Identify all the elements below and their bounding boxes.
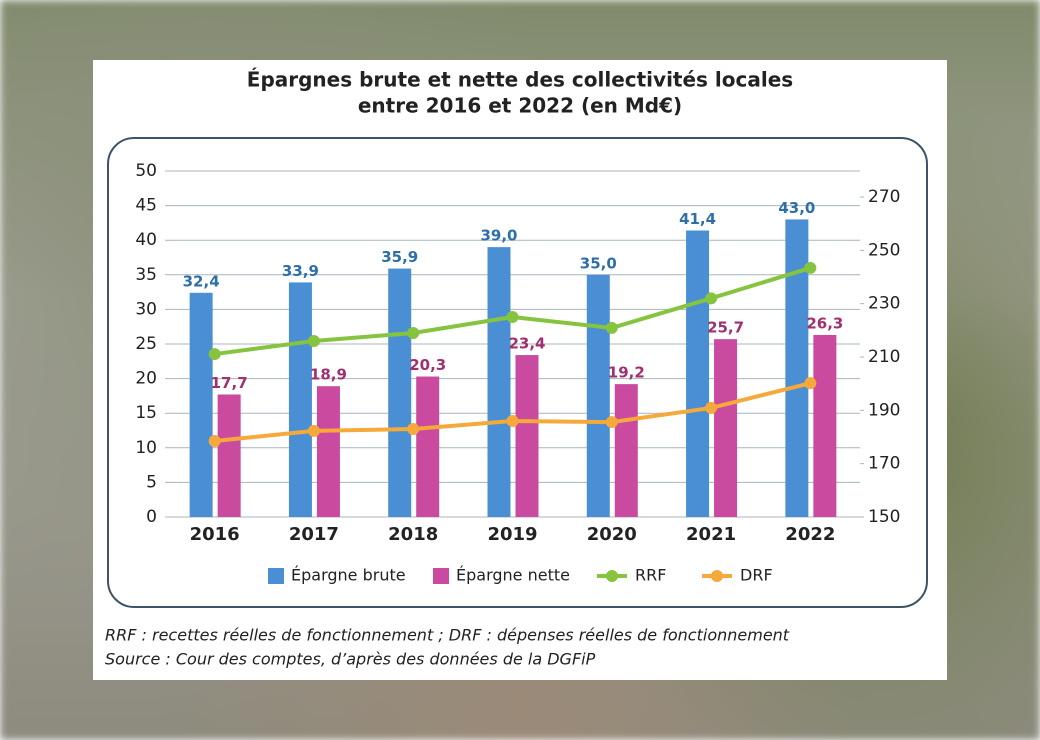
value-label: 39,0 [480,227,517,245]
value-label: 32,4 [183,272,220,290]
point [804,377,817,390]
y-tick-label: 10 [135,438,157,458]
y2-tick-label: 270 [868,187,900,207]
legend-swatch [711,570,723,582]
x-tick-label: 2020 [587,524,637,545]
x-tick-label: 2019 [487,524,537,545]
value-label: 20,3 [409,356,446,374]
bar [189,292,213,517]
bar [487,247,511,517]
y-tick-label: 20 [135,369,157,389]
point [605,321,618,334]
point [407,327,420,339]
legend-swatch [606,570,618,582]
y-tick-label: 0 [146,507,157,527]
y-tick-label: 35 [135,265,157,285]
bar [813,335,837,517]
bar [714,339,738,517]
value-label: 33,9 [282,262,319,280]
x-tick-label: 2016 [190,524,240,545]
y-tick-label: 40 [135,230,157,250]
chart-title: entre 2016 et 2022 (en Md€) [358,94,682,118]
bar [586,274,610,517]
x-tick-label: 2018 [388,524,438,545]
x-tick-label: 2017 [289,524,339,545]
value-label: 18,9 [310,366,347,384]
value-label: 26,3 [806,315,843,333]
legend-swatch [268,568,284,584]
y-tick-label: 5 [146,472,157,492]
y-tick-label: 30 [135,299,157,319]
y2-tick-label: 210 [868,347,900,367]
bar [217,394,241,517]
value-label: 19,2 [608,364,645,382]
bar [686,230,710,517]
legend-label: Épargne nette [456,566,570,585]
bar [388,268,412,517]
y2-tick-label: 150 [868,507,900,527]
value-label: 35,9 [381,248,418,266]
bar [785,219,809,517]
y2-tick-label: 250 [868,240,900,260]
y2-tick-label: 190 [868,400,900,420]
value-label: 41,4 [679,210,716,228]
value-label: 35,0 [580,254,617,272]
point [705,401,718,414]
y-tick-label: 45 [135,196,157,216]
point [208,435,221,447]
bar [288,282,312,517]
bar [316,386,340,517]
chart-title: Épargnes brute et nette des collectivité… [247,68,793,92]
footnote: RRF : recettes réelles de fonctionnement… [105,626,790,645]
y-tick-label: 50 [135,161,157,181]
point [705,292,718,305]
legend-label: Épargne brute [291,566,406,585]
point [407,423,420,435]
frame [107,137,928,608]
bar [614,384,638,517]
legend-label: RRF [635,566,666,585]
x-tick-label: 2021 [686,524,736,545]
bar [416,376,440,517]
legend-label: DRF [740,566,773,585]
point [307,424,320,437]
footnote: Source : Cour des comptes, d’après des d… [105,650,596,669]
bar [515,355,539,517]
legend-swatch [433,568,449,584]
y2-tick-label: 230 [868,294,900,314]
point [208,348,221,361]
y-tick-label: 25 [135,334,157,354]
point [506,415,519,427]
point [307,335,320,347]
y2-tick-label: 170 [868,454,900,474]
x-tick-label: 2022 [785,524,835,545]
y-tick-label: 15 [135,403,157,423]
value-label: 25,7 [707,319,744,337]
value-label: 17,7 [211,374,248,392]
point [506,311,519,323]
value-label: 43,0 [778,199,815,217]
point [804,261,817,274]
value-label: 23,4 [508,335,545,353]
point [605,416,618,429]
